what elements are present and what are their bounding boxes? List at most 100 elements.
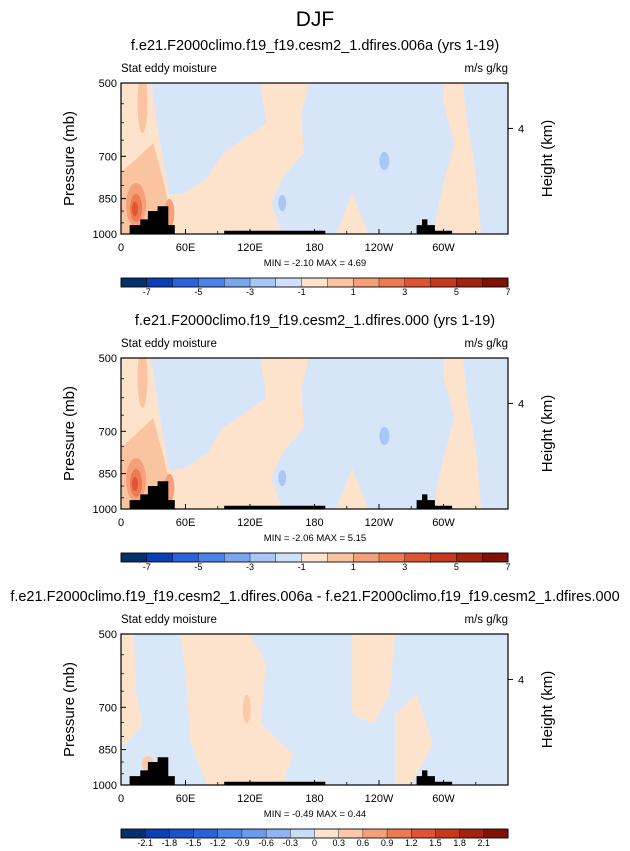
colorbar-label: -2.1 — [137, 838, 153, 848]
colorbar-label: 1.8 — [453, 838, 466, 848]
colorbar-label: -1 — [298, 287, 306, 297]
colorbar-label: -0.6 — [258, 838, 274, 848]
positive-contour — [137, 83, 148, 133]
positive-region — [180, 634, 293, 785]
negative-region — [462, 83, 508, 234]
y-tick-label: 500 — [99, 629, 117, 641]
x-tick-label: 180 — [305, 517, 323, 529]
colorbar-swatch — [198, 552, 225, 563]
colorbar-swatch — [193, 828, 219, 839]
colorbar-label: 0.3 — [332, 838, 345, 848]
colorbar-swatch — [456, 277, 483, 288]
colorbar-swatch — [314, 828, 340, 839]
topography — [129, 481, 175, 509]
stats-label: MIN = -2.10 MAX = 4.69 — [264, 258, 366, 269]
positive-contour — [131, 477, 138, 491]
colorbar-label: 5 — [454, 287, 459, 297]
chart-panel-1: f.e21.F2000climo.f19_f19.cesm2_1.dfires.… — [61, 38, 556, 297]
colorbar-swatch — [411, 828, 436, 839]
topography — [224, 230, 326, 234]
colorbar: -7 -5 -3 -1 1 3 5 7 — [120, 552, 511, 572]
colorbar-label: -1 — [298, 562, 306, 572]
colorbar-swatch — [404, 552, 432, 563]
negative-region — [151, 358, 267, 470]
positive-region — [352, 634, 396, 724]
chart-panel-3: f.e21.F2000climo.f19_f19.cesm2_1.dfires.… — [10, 589, 619, 848]
colorbar-label: 1.5 — [429, 838, 442, 848]
y-tick-label: 1000 — [93, 504, 117, 516]
units-label: m/s g/kg — [465, 614, 508, 626]
topography — [129, 757, 175, 785]
colorbar-swatch — [430, 552, 457, 563]
x-tick-label: 60W — [432, 793, 455, 805]
colorbar-label: 7 — [505, 562, 510, 572]
negative-region — [271, 358, 455, 509]
x-tick-label: 180 — [305, 793, 323, 805]
colorbar-swatch — [223, 277, 251, 288]
colorbar-swatch — [482, 277, 509, 288]
colorbar-frame — [120, 828, 509, 839]
topography — [416, 219, 453, 234]
colorbar-label: 0.9 — [381, 838, 394, 848]
colorbar-swatch — [172, 552, 199, 563]
x-tick-label: 60E — [176, 242, 196, 254]
colorbar-swatch — [435, 828, 461, 839]
colorbar: -2.1 -1.8 -1.5 -1.2 -0.9 -0.6 -0.3 0 0.3 0.6 0.9 1.… — [120, 828, 509, 848]
y-tick-label: 700 — [99, 426, 117, 438]
y-axis-label: Pressure (mb) — [61, 111, 78, 206]
colorbar-swatch — [120, 552, 148, 563]
colorbar-swatch — [217, 828, 243, 839]
colorbar-label: -3 — [246, 287, 254, 297]
stats-label: MIN = -0.49 MAX = 0.44 — [264, 809, 366, 820]
colorbar-label: 3 — [402, 562, 407, 572]
units-label: m/s g/kg — [465, 63, 508, 75]
x-tick-label: 60W — [432, 517, 455, 529]
colorbar-swatch — [198, 277, 225, 288]
colorbar-label: -0.3 — [283, 838, 299, 848]
x-tick-label: 180 — [305, 242, 323, 254]
y2-tick-label: 4 — [518, 123, 524, 135]
colorbar-label: 7 — [505, 287, 510, 297]
chart-panel-2: f.e21.F2000climo.f19_f19.cesm2_1.dfires.… — [61, 313, 556, 572]
colorbar-swatch — [459, 828, 485, 839]
colorbar-label: 5 — [454, 562, 459, 572]
y2-tick-label: 4 — [518, 674, 524, 686]
x-tick-label: 120W — [365, 793, 394, 805]
colorbar-label: -7 — [143, 562, 151, 572]
field-contours — [121, 358, 508, 509]
colorbar-label: 0.6 — [357, 838, 370, 848]
colorbar-label: -7 — [143, 287, 151, 297]
negative-spot — [379, 427, 390, 445]
positive-contour — [242, 695, 251, 723]
x-tick-label: 0 — [118, 517, 124, 529]
y-tick-label: 500 — [99, 78, 117, 90]
colorbar-swatch — [265, 828, 291, 839]
colorbar-label: -0.9 — [234, 838, 250, 848]
colorbar-swatch — [378, 277, 406, 288]
x-tick-label: 120E — [237, 793, 263, 805]
colorbar-swatch — [404, 277, 432, 288]
colorbar-swatch — [172, 277, 199, 288]
colorbar-label: 1.2 — [405, 838, 418, 848]
x-tick-label: 60W — [432, 242, 455, 254]
x-tick-label: 0 — [118, 242, 124, 254]
colorbar-swatch — [169, 828, 195, 839]
y2-axis-label: Height (km) — [539, 395, 556, 473]
positive-contour — [137, 358, 148, 408]
colorbar: -7 -5 -3 -1 1 3 5 7 — [120, 277, 511, 297]
field-contours — [121, 83, 508, 234]
colorbar-label: -5 — [194, 287, 202, 297]
colorbar-frame — [120, 277, 509, 288]
y-tick-label: 1000 — [93, 229, 117, 241]
units-label: m/s g/kg — [465, 338, 508, 350]
colorbar-swatch — [146, 552, 174, 563]
page-title: DJF — [296, 8, 335, 31]
colorbar-swatch — [456, 552, 483, 563]
x-tick-label: 60E — [176, 793, 196, 805]
y2-tick-label: 4 — [518, 398, 524, 410]
y2-axis-label: Height (km) — [539, 120, 556, 198]
colorbar-swatch — [301, 552, 328, 563]
negative-region — [462, 358, 508, 509]
colorbar-swatch — [338, 828, 364, 839]
